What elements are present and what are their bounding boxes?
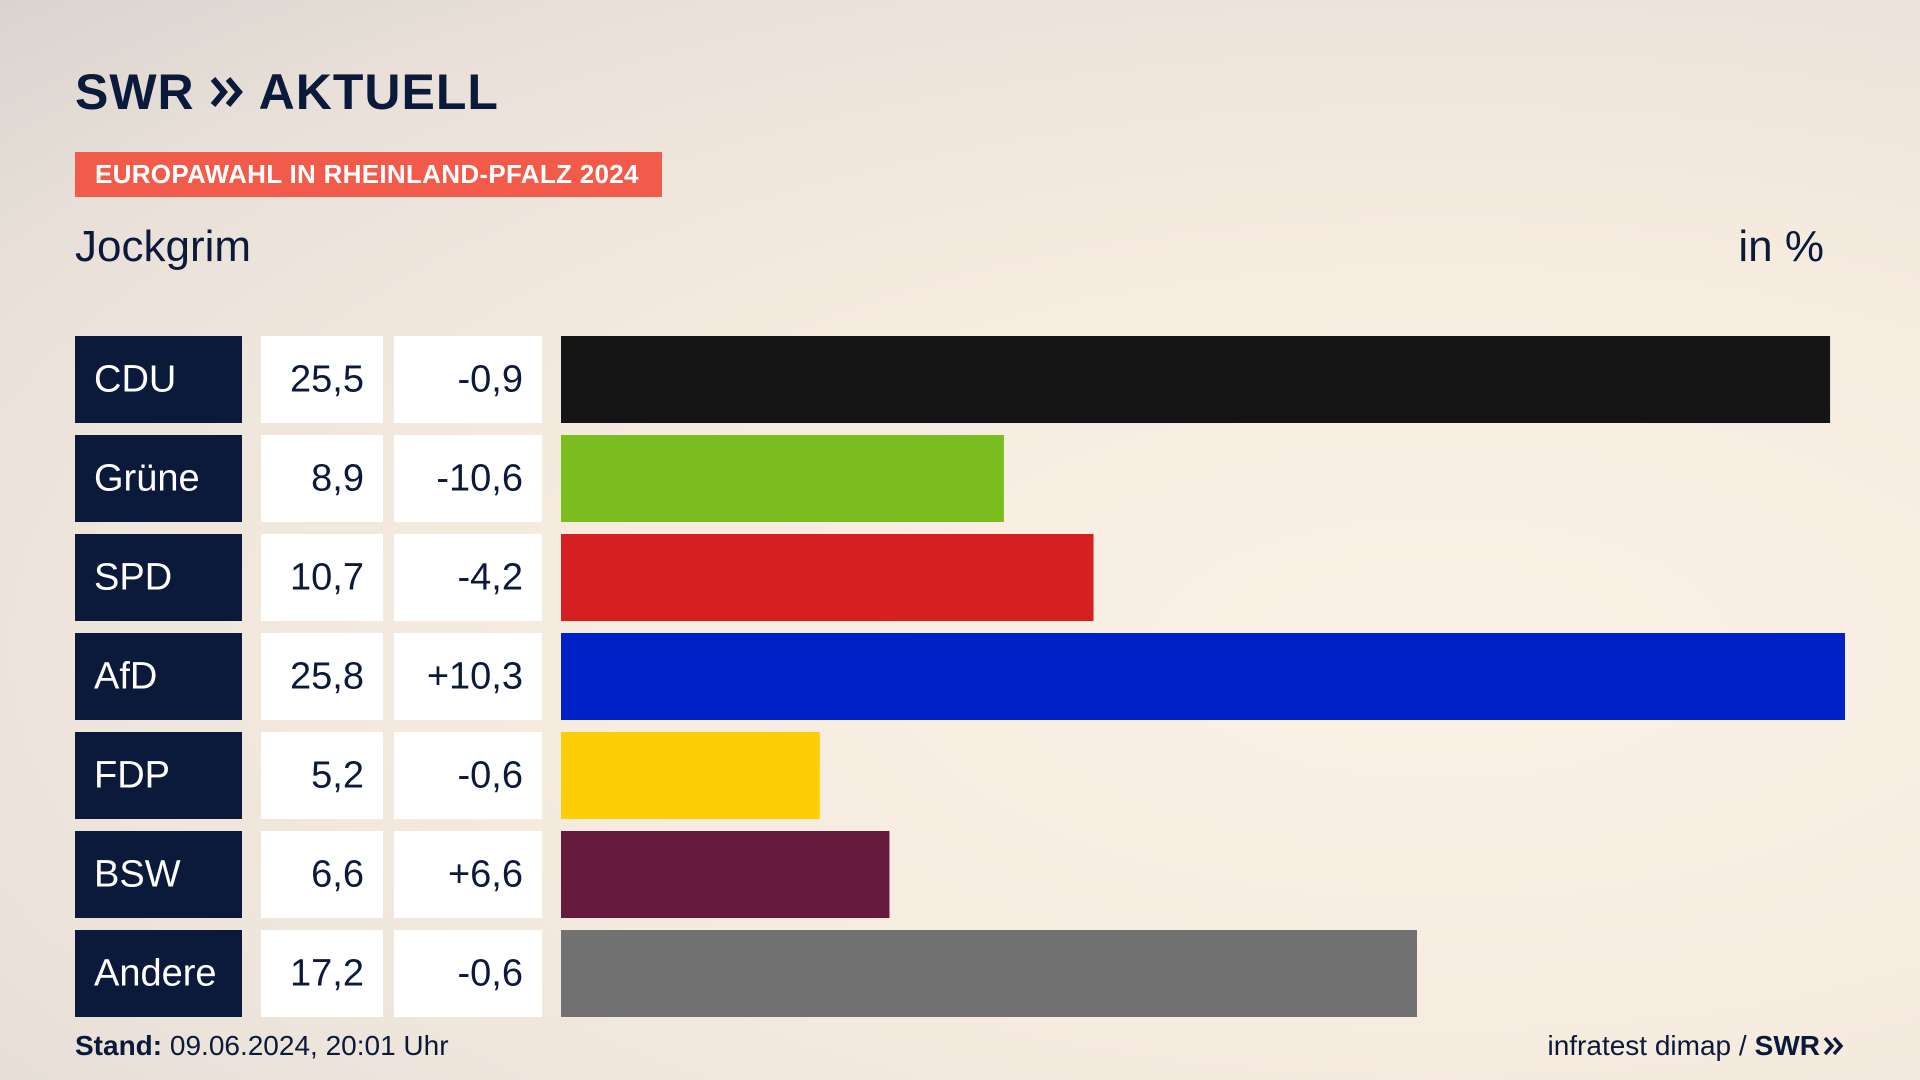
- source-credit: infratest dimap / SWR: [1547, 1030, 1845, 1062]
- brand-name: SWR: [75, 64, 195, 120]
- party-label: SPD: [94, 557, 172, 599]
- value-label: 25,8: [290, 656, 364, 698]
- change-label: -0,9: [458, 359, 523, 401]
- party-label-cell: [75, 633, 242, 720]
- change-cell: [394, 336, 542, 423]
- party-label-cell: [75, 534, 242, 621]
- value-cell: [261, 633, 383, 720]
- value-label: 5,2: [311, 755, 364, 797]
- result-bar: [561, 732, 820, 819]
- double-chevron-icon: [209, 74, 245, 110]
- brand-suffix: AKTUELL: [258, 64, 499, 120]
- party-label: BSW: [94, 854, 181, 896]
- change-label: -0,6: [458, 953, 523, 995]
- party-label-cell: [75, 831, 242, 918]
- party-label-cell: [75, 435, 242, 522]
- result-bar: [561, 534, 1094, 621]
- party-label: Grüne: [94, 458, 200, 500]
- value-cell: [261, 831, 383, 918]
- change-cell: [394, 831, 542, 918]
- value-label: 8,9: [311, 458, 364, 500]
- value-label: 10,7: [290, 557, 364, 599]
- change-cell: [394, 732, 542, 819]
- party-label: CDU: [94, 359, 176, 401]
- source-brand: SWR: [1754, 1030, 1820, 1061]
- value-label: 6,6: [311, 854, 364, 896]
- election-tag: EUROPAWAHL IN RHEINLAND-PFALZ 2024: [75, 152, 662, 197]
- change-label: +6,6: [448, 854, 523, 896]
- party-label-cell: [75, 336, 242, 423]
- value-cell: [261, 435, 383, 522]
- result-bar: [561, 930, 1417, 1017]
- party-label: Andere: [94, 953, 217, 995]
- change-label: -10,6: [436, 458, 523, 500]
- swr-aktuell-logo: SWR AKTUELL: [75, 64, 499, 120]
- stand-label: Stand:: [75, 1030, 163, 1061]
- result-bar: [561, 831, 890, 918]
- result-bar: [561, 435, 1004, 522]
- timestamp: Stand: 09.06.2024, 20:01 Uhr: [75, 1030, 449, 1062]
- party-label: FDP: [94, 755, 170, 797]
- change-label: +10,3: [427, 656, 523, 698]
- value-label: 17,2: [290, 953, 364, 995]
- double-chevron-icon: [1823, 1036, 1844, 1056]
- value-cell: [261, 930, 383, 1017]
- source-brand-logo: SWR: [1755, 1030, 1845, 1062]
- value-cell: [261, 336, 383, 423]
- party-label: AfD: [94, 656, 157, 698]
- party-label-cell: [75, 930, 242, 1017]
- change-label: -0,6: [458, 755, 523, 797]
- place-title: Jockgrim: [75, 222, 252, 271]
- change-cell: [394, 534, 542, 621]
- party-label-cell: [75, 732, 242, 819]
- unit-label: in %: [1738, 222, 1824, 271]
- stand-value: 09.06.2024, 20:01 Uhr: [169, 1030, 449, 1061]
- value-cell: [261, 732, 383, 819]
- change-cell: [394, 633, 542, 720]
- result-bar: [561, 633, 1845, 720]
- value-cell: [261, 534, 383, 621]
- value-label: 25,5: [290, 359, 364, 401]
- change-cell: [394, 930, 542, 1017]
- result-bar: [561, 336, 1831, 423]
- change-cell: [394, 435, 542, 522]
- change-label: -4,2: [458, 557, 523, 599]
- source-text: infratest dimap /: [1547, 1030, 1747, 1061]
